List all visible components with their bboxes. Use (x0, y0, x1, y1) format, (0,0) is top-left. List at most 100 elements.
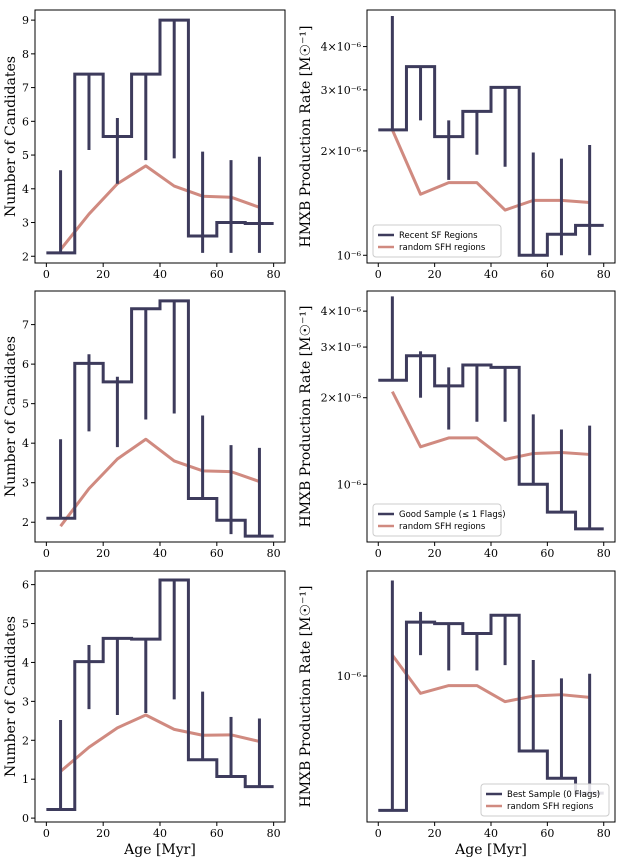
y-axis-label: HMXB Production Rate [M☉⁻¹] (298, 586, 314, 808)
y-tick-label: 3 (22, 477, 29, 490)
legend: Recent SF Regions random SFH regions (372, 224, 502, 258)
legend: Good Sample (≤ 1 Flags) random SFH region… (372, 503, 506, 537)
x-tick-label: 40 (484, 268, 498, 281)
y-tick-label: 5 (22, 398, 29, 411)
x-tick-label: 0 (43, 827, 50, 840)
y-axis-label: HMXB Production Rate [M☉⁻¹] (298, 306, 314, 528)
x-tick-label: 40 (153, 827, 167, 840)
x-tick-label: 80 (267, 268, 281, 281)
panel-p12: 0 20 40 60 80 10⁻⁶ 2×10⁻⁶ 3×10⁻⁶ 4×10⁻⁶ HMXB Prod… (298, 9, 616, 281)
x-tick-label: 0 (43, 547, 50, 560)
x-tick-label: 0 (43, 268, 50, 281)
x-tick-label: 80 (597, 268, 611, 281)
y-tick-label: 10⁻⁶ (337, 670, 362, 683)
random-sfh-line (391, 654, 590, 704)
y-tick-label: 4 (22, 437, 29, 450)
x-tick-label: 80 (597, 547, 611, 560)
x-tick-label: 40 (153, 268, 167, 281)
y-tick-label: 3 (22, 217, 29, 230)
x-tick-label: 60 (210, 547, 224, 560)
x-tick-label: 60 (540, 547, 554, 560)
x-tick-label: 20 (428, 547, 442, 560)
y-tick-label: 5 (22, 149, 29, 162)
plot-area (46, 18, 274, 255)
y-tick-label: 2×10⁻⁶ (321, 392, 362, 405)
y-tick-label: 2 (22, 250, 29, 263)
x-tick-label: 40 (484, 827, 498, 840)
y-tick-label: 7 (22, 319, 29, 332)
y-tick-label: 4×10⁻⁶ (321, 305, 362, 318)
legend-label: Recent SF Regions (399, 231, 478, 241)
y-tick-label: 4 (22, 656, 29, 669)
x-tick-label: 80 (267, 547, 281, 560)
x-tick-label: 0 (375, 547, 382, 560)
y-tick-label: 10⁻⁶ (337, 478, 362, 491)
y-tick-label: 3 (22, 695, 29, 708)
y-tick-label: 4×10⁻⁶ (321, 41, 362, 54)
y-tick-label: 8 (22, 48, 29, 61)
axes-frame (34, 290, 286, 543)
panel-p22: 0 20 40 60 80 10⁻⁶ 2×10⁻⁶ 3×10⁻⁶ 4×10⁻⁶ HMXB Prod… (298, 290, 616, 560)
y-axis-label: Number of Candidates (3, 336, 19, 497)
step-histogram (378, 354, 604, 531)
y-axis-label: Number of Candidates (3, 616, 19, 777)
x-tick-label: 40 (153, 547, 167, 560)
panel-p11: 0 20 40 60 80 2 3 4 5 6 7 8 9 Number of Candidates (3, 9, 286, 281)
step-histogram (378, 613, 604, 812)
y-tick-label: 6 (22, 579, 29, 592)
legend-label: random SFH regions (507, 802, 594, 812)
legend-box (372, 503, 502, 537)
legend-label: Good Sample (≤ 1 Flags) (399, 510, 506, 520)
x-axis-label: Age [Myr] (123, 842, 196, 858)
y-tick-label: 2×10⁻⁶ (321, 145, 362, 158)
y-tick-label: 10⁻⁶ (337, 249, 362, 262)
x-tick-label: 60 (540, 827, 554, 840)
x-tick-label: 60 (540, 268, 554, 281)
x-tick-label: 20 (428, 268, 442, 281)
y-tick-label: 3×10⁻⁶ (321, 341, 362, 354)
plot-area (46, 299, 274, 538)
step-histogram (46, 18, 274, 255)
y-tick-label: 6 (22, 358, 29, 371)
plot-area (378, 580, 604, 812)
x-tick-label: 20 (96, 827, 110, 840)
plot-area (378, 16, 604, 257)
legend-label: random SFH regions (399, 243, 486, 253)
panel-p31: 0 20 40 60 80 0 1 2 3 4 5 6 Number of Candidates Age … (3, 570, 286, 858)
y-tick-label: 6 (22, 115, 29, 128)
random-sfh-line (59, 437, 260, 528)
plot-area (46, 578, 274, 812)
legend: Best Sample (0 Flags) random SFH regions (480, 783, 610, 817)
x-tick-label: 20 (428, 827, 442, 840)
random-sfh-line (59, 164, 260, 251)
step-histogram (46, 578, 274, 812)
y-tick-label: 4 (22, 183, 29, 196)
random-sfh-line (390, 129, 590, 212)
y-axis-label: Number of Candidates (3, 56, 19, 217)
plot-area (378, 296, 604, 531)
y-tick-label: 1 (22, 773, 29, 786)
x-tick-label: 60 (210, 268, 224, 281)
y-tick-label: 0 (22, 812, 29, 825)
random-sfh-line (59, 713, 260, 773)
x-tick-label: 80 (267, 827, 281, 840)
x-tick-label: 0 (375, 268, 382, 281)
x-tick-label: 60 (210, 827, 224, 840)
x-tick-label: 0 (375, 827, 382, 840)
x-axis-label: Age [Myr] (454, 842, 527, 858)
legend-label: Best Sample (0 Flags) (507, 790, 600, 800)
y-tick-label: 2 (22, 516, 29, 529)
y-tick-label: 9 (22, 14, 29, 27)
x-tick-label: 20 (96, 547, 110, 560)
x-tick-label: 40 (484, 547, 498, 560)
panel-p32: 0 20 40 60 80 10⁻⁶ HMXB Production Rate [M☉⁻¹]… (298, 570, 616, 858)
y-tick-label: 3×10⁻⁶ (321, 84, 362, 97)
y-tick-label: 2 (22, 734, 29, 747)
y-axis-label: HMXB Production Rate [M☉⁻¹] (298, 26, 314, 248)
legend-box (372, 224, 502, 258)
random-sfh-line (391, 390, 590, 461)
x-tick-label: 20 (96, 268, 110, 281)
y-tick-label: 7 (22, 82, 29, 95)
